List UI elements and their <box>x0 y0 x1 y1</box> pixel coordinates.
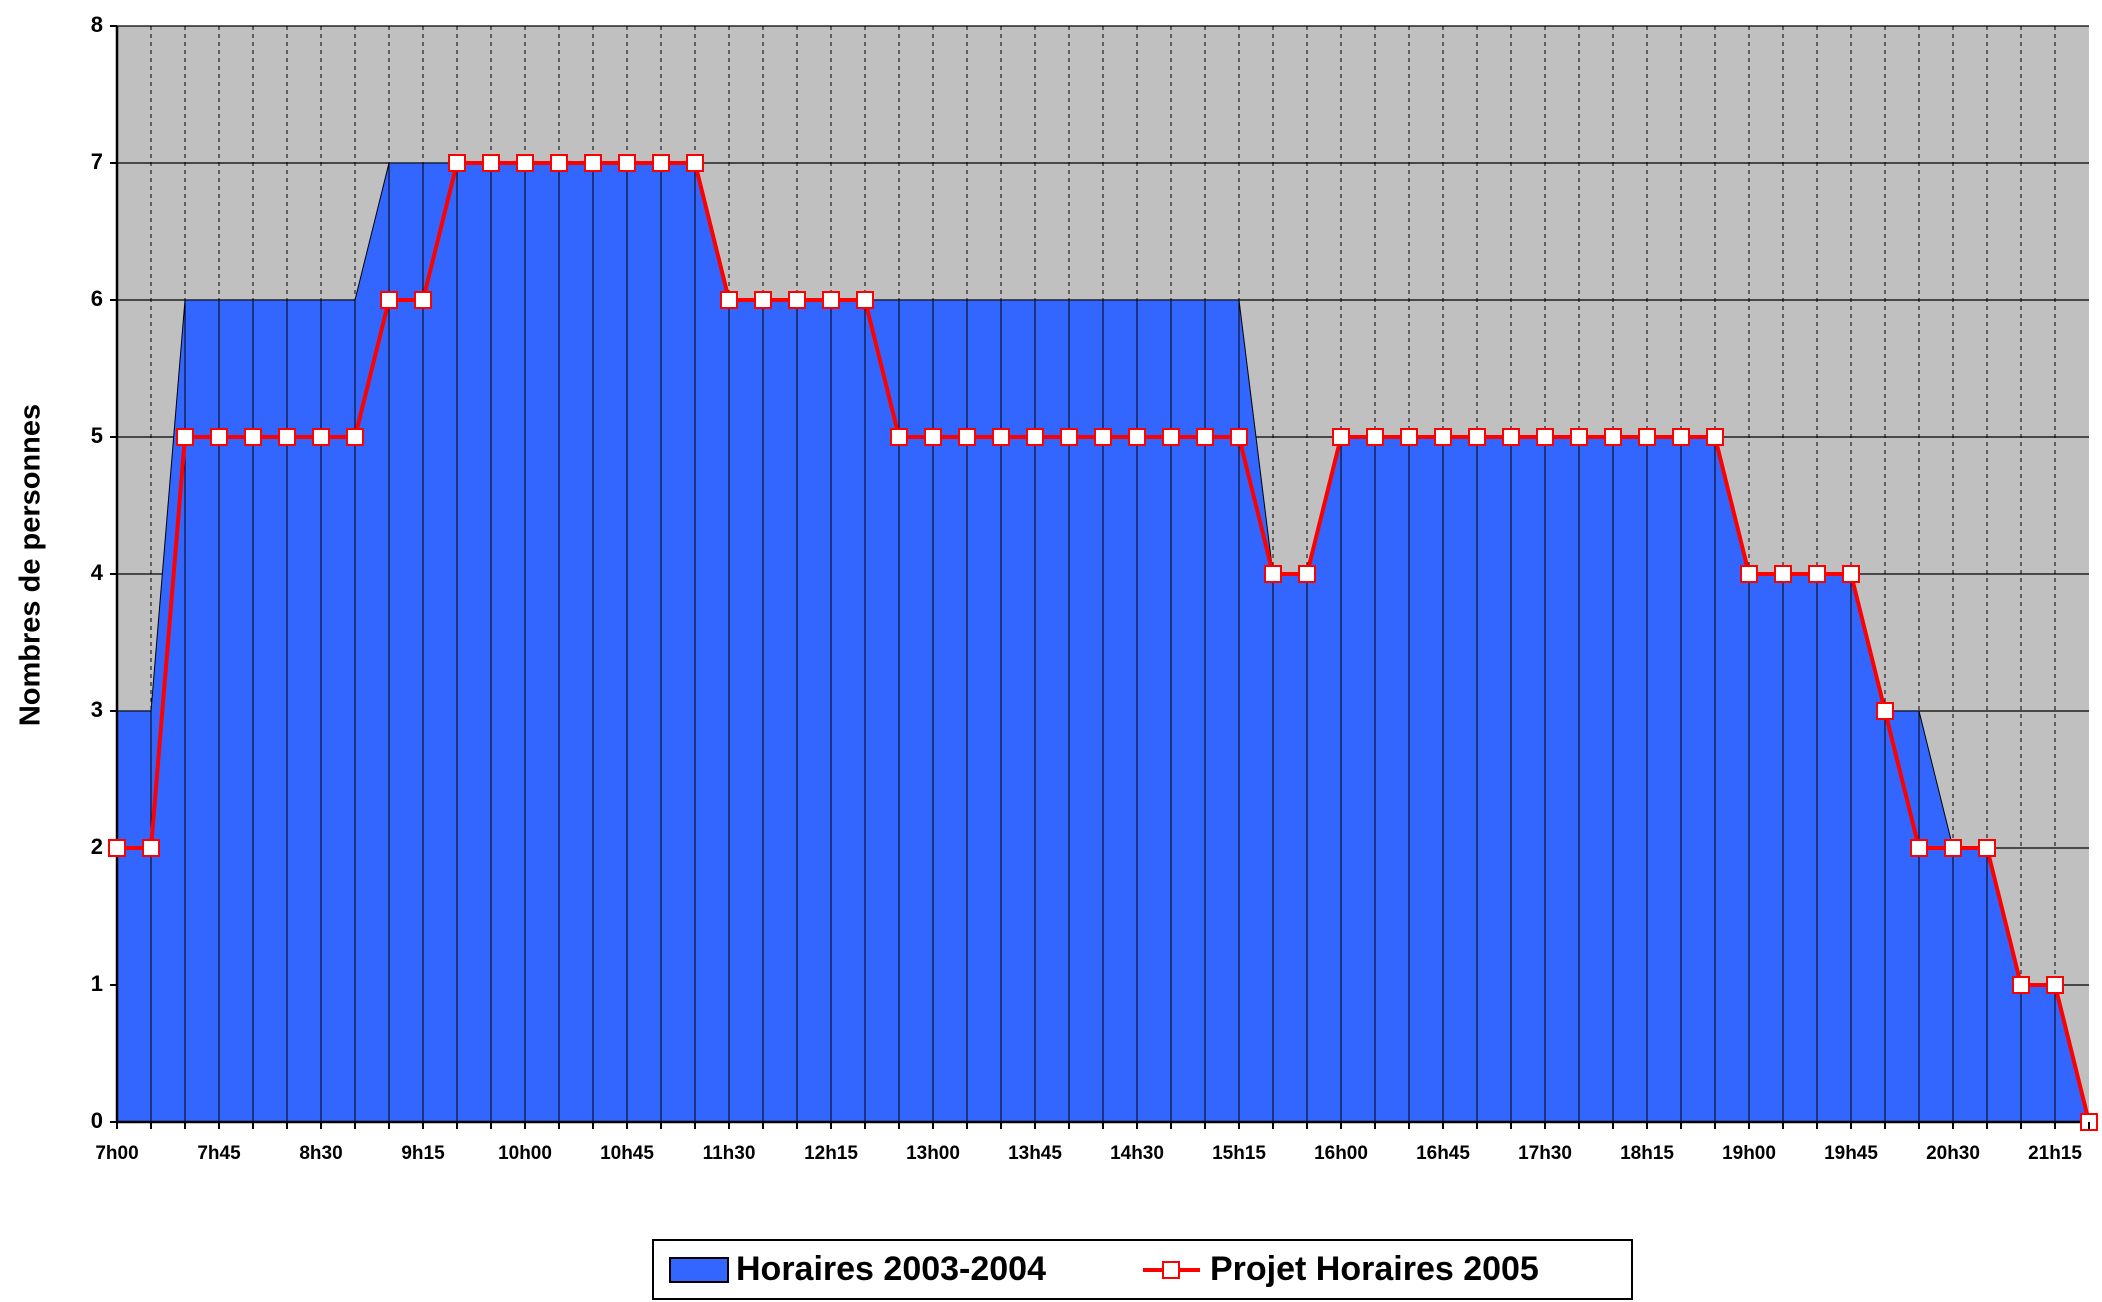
marker <box>788 291 806 309</box>
x-tick-label: 7h00 <box>95 1143 138 1164</box>
marker <box>618 154 636 172</box>
marker <box>482 154 500 172</box>
marker <box>1502 428 1520 446</box>
marker <box>278 428 296 446</box>
marker <box>754 291 772 309</box>
marker <box>1400 428 1418 446</box>
y-tick-label: 7 <box>91 149 103 174</box>
legend-box <box>652 1239 1633 1300</box>
x-tick-label: 10h45 <box>600 1143 654 1164</box>
legend-swatch <box>669 1257 729 1283</box>
marker <box>2046 976 2064 994</box>
marker <box>958 428 976 446</box>
x-tick-label: 9h15 <box>401 1143 445 1164</box>
marker <box>890 428 908 446</box>
marker <box>448 154 466 172</box>
y-axis-label: Nombres de personnes <box>15 404 47 726</box>
y-tick-label: 3 <box>91 697 103 722</box>
x-tick-label: 11h30 <box>703 1143 756 1164</box>
marker <box>1128 428 1146 446</box>
x-tick-label: 19h00 <box>1722 1143 1776 1164</box>
marker <box>1604 428 1622 446</box>
x-tick-label: 18h15 <box>1620 1143 1674 1164</box>
legend-marker <box>1162 1261 1180 1279</box>
marker <box>312 428 330 446</box>
x-tick-label: 17h30 <box>1518 1143 1572 1164</box>
y-tick-label: 6 <box>91 286 103 311</box>
marker <box>1672 428 1690 446</box>
x-tick-label: 14h30 <box>1110 1143 1164 1164</box>
marker <box>822 291 840 309</box>
marker <box>108 839 126 857</box>
marker <box>1910 839 1928 857</box>
x-tick-label: 10h00 <box>498 1143 552 1164</box>
marker <box>550 154 568 172</box>
legend-label: Horaires 2003-2004 <box>736 1250 1046 1288</box>
marker <box>1094 428 1112 446</box>
marker <box>1978 839 1996 857</box>
marker <box>244 428 262 446</box>
marker <box>924 428 942 446</box>
marker <box>1026 428 1044 446</box>
marker <box>516 154 534 172</box>
x-tick-label: 16h45 <box>1416 1143 1470 1164</box>
marker <box>1298 565 1316 583</box>
marker <box>1366 428 1384 446</box>
marker <box>652 154 670 172</box>
y-tick-label: 8 <box>91 12 103 37</box>
marker <box>1468 428 1486 446</box>
marker <box>720 291 738 309</box>
marker <box>142 839 160 857</box>
marker <box>1332 428 1350 446</box>
marker <box>1638 428 1656 446</box>
x-tick-label: 20h30 <box>1926 1143 1980 1164</box>
marker <box>1196 428 1214 446</box>
x-tick-label: 13h45 <box>1008 1143 1062 1164</box>
x-tick-label: 7h45 <box>197 1143 241 1164</box>
marker <box>176 428 194 446</box>
marker <box>1162 428 1180 446</box>
y-tick-label: 4 <box>91 560 104 585</box>
x-tick-label: 19h45 <box>1824 1143 1878 1164</box>
legend-label: Projet Horaires 2005 <box>1210 1250 1539 1288</box>
x-tick-label: 8h30 <box>299 1143 342 1164</box>
x-tick-label: 12h15 <box>804 1143 858 1164</box>
marker <box>584 154 602 172</box>
marker <box>856 291 874 309</box>
marker <box>210 428 228 446</box>
y-tick-label: 5 <box>91 423 103 448</box>
marker <box>1876 702 1894 720</box>
marker <box>1434 428 1452 446</box>
marker <box>380 291 398 309</box>
marker <box>346 428 364 446</box>
marker <box>1570 428 1588 446</box>
marker <box>1060 428 1078 446</box>
marker <box>1536 428 1554 446</box>
marker <box>2012 976 2030 994</box>
y-tick-label: 1 <box>91 971 103 996</box>
x-tick-label: 13h00 <box>906 1143 960 1164</box>
marker <box>1944 839 1962 857</box>
marker <box>1264 565 1282 583</box>
marker <box>686 154 704 172</box>
marker <box>1808 565 1826 583</box>
x-tick-label: 21h15 <box>2028 1143 2082 1164</box>
y-tick-label: 2 <box>91 834 103 859</box>
marker <box>1230 428 1248 446</box>
marker <box>992 428 1010 446</box>
marker <box>1774 565 1792 583</box>
marker <box>414 291 432 309</box>
y-tick-label: 0 <box>91 1108 103 1133</box>
marker <box>1706 428 1724 446</box>
x-tick-label: 16h00 <box>1314 1143 1368 1164</box>
marker <box>1740 565 1758 583</box>
marker <box>1842 565 1860 583</box>
x-tick-label: 15h15 <box>1212 1143 1266 1164</box>
